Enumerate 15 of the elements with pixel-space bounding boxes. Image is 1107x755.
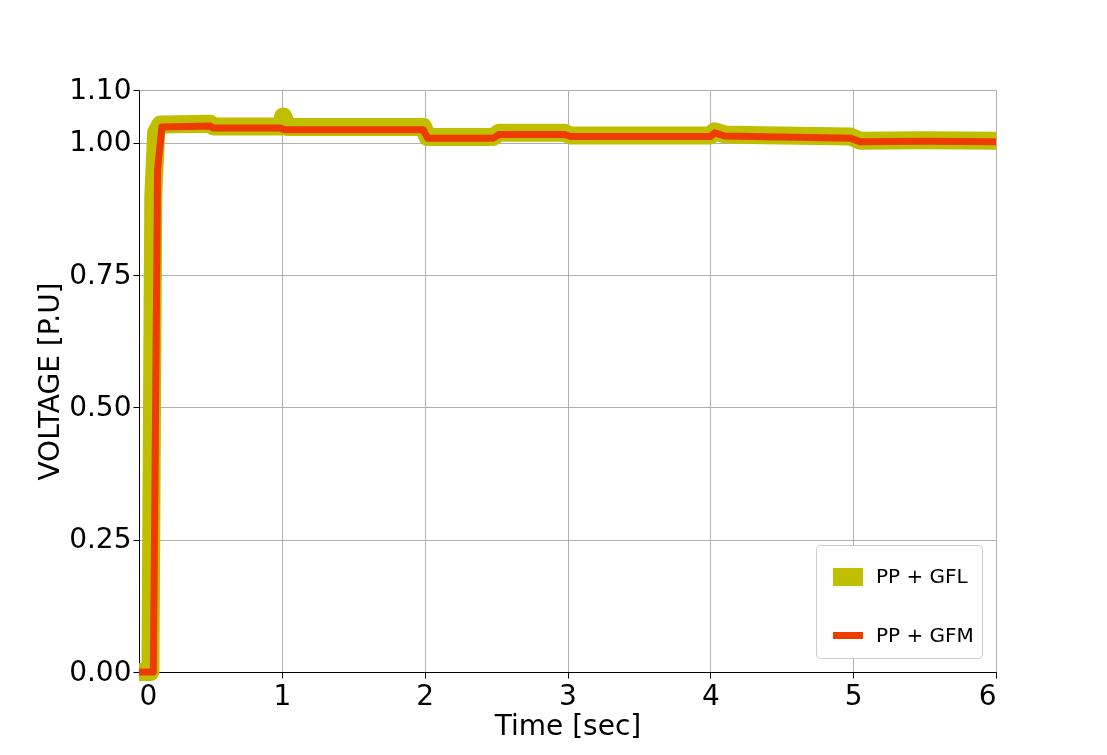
y-tick-label: 0.25 [69, 522, 132, 556]
x-tick-label: 4 [701, 678, 720, 712]
x-tick-label: 1 [273, 678, 292, 712]
y-tick-label: 0.50 [69, 389, 132, 423]
legend-label: PP + GFL [876, 564, 969, 588]
x-tick-label: 0 [139, 678, 158, 712]
y-tick-label: 1.10 [69, 72, 132, 106]
x-tick-label: 6 [978, 678, 997, 712]
x-tick-label: 5 [844, 678, 863, 712]
legend-label: PP + GFM [876, 622, 974, 647]
y-axis-title: VOLTAGE [P.U] [33, 282, 67, 481]
y-tick-label: 1.00 [69, 125, 132, 159]
x-tick-label: 2 [416, 678, 435, 712]
y-tick-label: 0.00 [69, 654, 132, 688]
y-tick-label: 0.75 [69, 257, 132, 291]
